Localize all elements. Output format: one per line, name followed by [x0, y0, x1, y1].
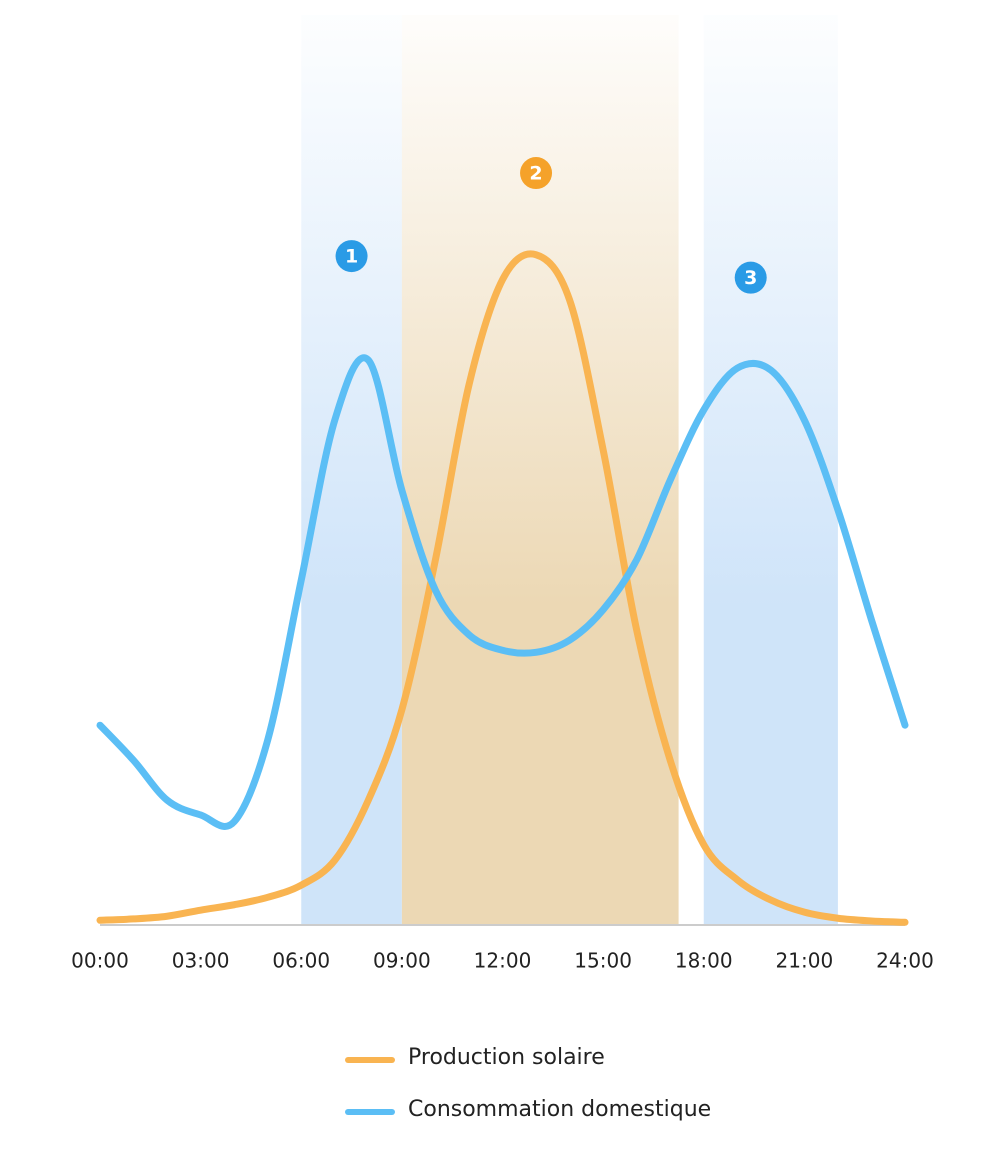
legend-label: Production solaire	[408, 1045, 605, 1070]
annotation-marker	[734, 261, 767, 294]
x-tick-label: 18:00	[675, 949, 733, 973]
annotation-label: 3	[744, 267, 757, 289]
annotation-label: 1	[345, 246, 358, 268]
x-tick-label: 06:00	[272, 949, 330, 973]
annotation-marker	[520, 157, 553, 190]
x-tick-label: 09:00	[373, 949, 431, 973]
x-tick-label: 15:00	[574, 949, 632, 973]
highlight-band	[301, 15, 402, 925]
highlight-band	[401, 15, 679, 925]
x-tick-label: 12:00	[474, 949, 532, 973]
x-tick-label: 03:00	[172, 949, 230, 973]
x-tick-label: 00:00	[71, 949, 129, 973]
annotation-label: 2	[529, 163, 542, 185]
highlight-band	[703, 15, 838, 925]
annotation-marker	[335, 240, 368, 273]
series-line	[96, 354, 909, 830]
legend-label: Consommation domestique	[408, 1097, 711, 1122]
x-tick-label: 21:00	[776, 949, 834, 973]
series-line	[96, 250, 909, 926]
x-tick-label: 24:00	[876, 949, 934, 973]
